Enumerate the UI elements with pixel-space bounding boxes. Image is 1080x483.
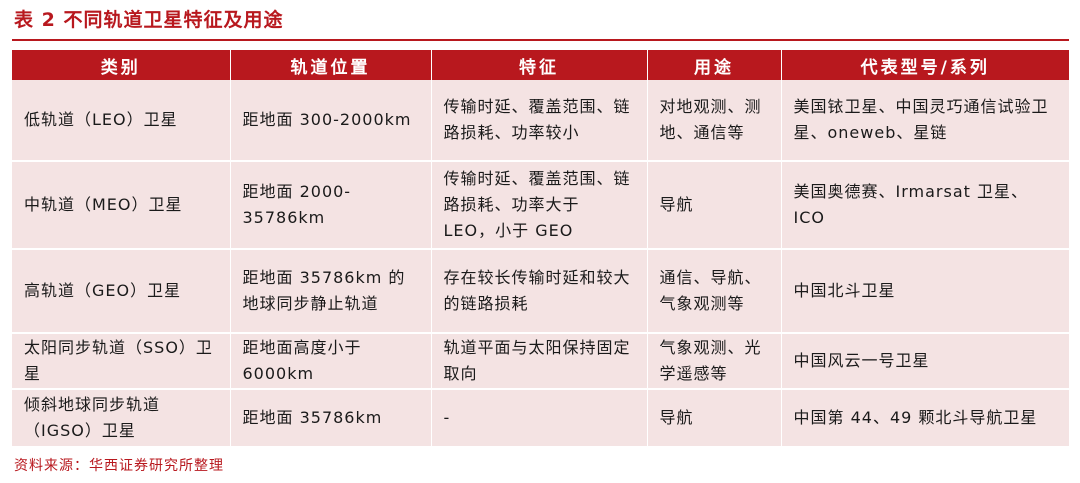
cell-uses: 导航 xyxy=(647,161,782,250)
cell-uses: 对地观测、测地、通信等 xyxy=(647,80,782,162)
table-row: 中轨道（MEO）卫星 距地面 2000-35786km 传输时延、覆盖范围、链路… xyxy=(12,161,1069,250)
cell-orbit-position: 距地面高度小于 6000km xyxy=(230,333,432,390)
cell-representative-models: 中国风云一号卫星 xyxy=(781,333,1069,390)
cell-orbit-position: 距地面 2000-35786km xyxy=(230,161,432,250)
table-title: 表 2 不同轨道卫星特征及用途 xyxy=(14,9,284,31)
cell-features: 轨道平面与太阳保持固定取向 xyxy=(431,333,648,390)
table-row: 低轨道（LEO）卫星 距地面 300-2000km 传输时延、覆盖范围、链路损耗… xyxy=(12,80,1069,162)
satellite-orbit-table: 类别 轨道位置 特征 用途 代表型号/系列 低轨道（LEO）卫星 距地面 300… xyxy=(12,50,1069,448)
cell-representative-models: 美国铱卫星、中国灵巧通信试验卫星、oneweb、星链 xyxy=(781,80,1069,162)
cell-orbit-position: 距地面 300-2000km xyxy=(230,80,432,162)
table-row: 倾斜地球同步轨道（IGSO）卫星 距地面 35786km - 导航 中国第 44… xyxy=(12,389,1069,448)
cell-representative-models: 中国北斗卫星 xyxy=(781,249,1069,334)
source-note: 资料来源：华西证券研究所整理 xyxy=(14,458,224,474)
cell-orbit-position: 距地面 35786km xyxy=(230,389,432,448)
title-divider xyxy=(12,39,1069,41)
cell-features: 传输时延、覆盖范围、链路损耗、功率大于 LEO，小于 GEO xyxy=(431,161,648,250)
cell-features: - xyxy=(431,389,648,448)
cell-uses: 气象观测、光学遥感等 xyxy=(647,333,782,390)
header-orbit-position: 轨道位置 xyxy=(230,50,432,80)
cell-features: 传输时延、覆盖范围、链路损耗、功率较小 xyxy=(431,80,648,162)
cell-representative-models: 中国第 44、49 颗北斗导航卫星 xyxy=(781,389,1069,448)
cell-category: 中轨道（MEO）卫星 xyxy=(12,161,231,250)
table-row: 太阳同步轨道（SSO）卫星 距地面高度小于 6000km 轨道平面与太阳保持固定… xyxy=(12,333,1069,390)
cell-category: 高轨道（GEO）卫星 xyxy=(12,249,231,334)
cell-uses: 导航 xyxy=(647,389,782,448)
cell-orbit-position: 距地面 35786km 的地球同步静止轨道 xyxy=(230,249,432,334)
cell-representative-models: 美国奥德赛、Irmarsat 卫星、ICO xyxy=(781,161,1069,250)
header-features: 特征 xyxy=(431,50,648,80)
cell-category: 太阳同步轨道（SSO）卫星 xyxy=(12,333,231,390)
cell-features: 存在较长传输时延和较大的链路损耗 xyxy=(431,249,648,334)
header-representative-models: 代表型号/系列 xyxy=(781,50,1069,80)
cell-category: 低轨道（LEO）卫星 xyxy=(12,80,231,162)
cell-category: 倾斜地球同步轨道（IGSO）卫星 xyxy=(12,389,231,448)
cell-uses: 通信、导航、气象观测等 xyxy=(647,249,782,334)
table-header-row: 类别 轨道位置 特征 用途 代表型号/系列 xyxy=(12,50,1069,80)
header-uses: 用途 xyxy=(647,50,782,80)
header-category: 类别 xyxy=(12,50,231,80)
table-row: 高轨道（GEO）卫星 距地面 35786km 的地球同步静止轨道 存在较长传输时… xyxy=(12,249,1069,334)
